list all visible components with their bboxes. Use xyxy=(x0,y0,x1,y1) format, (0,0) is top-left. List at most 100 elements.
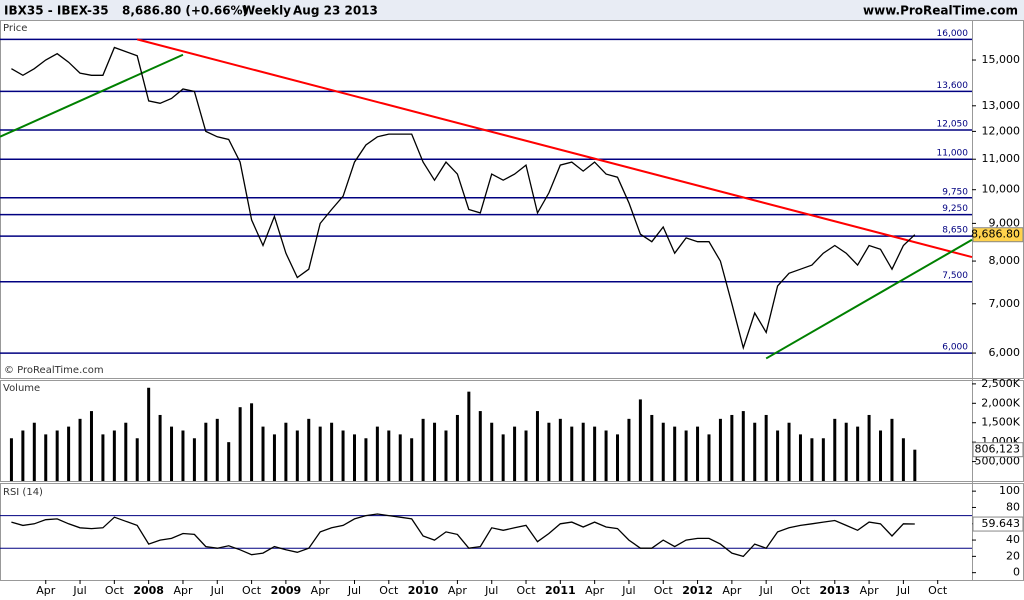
volume-bar xyxy=(44,434,48,481)
volume-bar xyxy=(490,422,494,481)
volume-bar xyxy=(581,422,585,481)
level-label: 7,500 xyxy=(942,271,968,281)
x-tick-label: Apr xyxy=(311,584,331,597)
volume-bar xyxy=(192,438,196,481)
volume-bar xyxy=(341,430,345,481)
volume-bar xyxy=(124,422,128,481)
level-label: 9,750 xyxy=(942,187,968,197)
volume-bar xyxy=(764,414,768,481)
volume-bar xyxy=(284,422,288,481)
x-tick-label: Apr xyxy=(448,584,468,597)
x-tick-label: Jul xyxy=(896,584,910,597)
y-tick-label: 7,000 xyxy=(989,297,1021,310)
volume-bar xyxy=(135,438,139,481)
y-tick-label: 80 xyxy=(1006,500,1020,513)
y-tick-label: 1,500K xyxy=(981,416,1020,429)
symbol: IBX35 - IBEX-35 xyxy=(4,4,109,18)
volume-bar xyxy=(821,438,825,481)
y-tick-label: 2,500K xyxy=(981,377,1020,390)
level-label: 8,650 xyxy=(942,226,968,236)
volume-bar xyxy=(867,414,871,481)
volume-bar xyxy=(375,426,379,481)
x-tick-label: Jul xyxy=(347,584,361,597)
y-tick-label: 500,000 xyxy=(975,455,1021,468)
volume-bar xyxy=(718,418,722,481)
volume-bar xyxy=(32,422,36,481)
volume-bar xyxy=(364,438,368,481)
volume-bar xyxy=(250,403,254,481)
series-line xyxy=(11,513,915,558)
volume-bar xyxy=(787,422,791,481)
volume-bar xyxy=(901,438,905,481)
volume-bar xyxy=(913,449,917,481)
volume-bar xyxy=(513,426,517,481)
volume-bar xyxy=(650,414,654,481)
volume-bar xyxy=(776,430,780,481)
volume-bar xyxy=(558,418,562,481)
x-tick-label: Apr xyxy=(36,584,56,597)
x-tick-label: Oct xyxy=(791,584,811,597)
volume-bar xyxy=(101,434,105,481)
volume-bar xyxy=(844,422,848,481)
price-panel xyxy=(0,20,1024,379)
volume-bar xyxy=(810,438,814,481)
y-tick-label: 20 xyxy=(1006,549,1020,562)
level-label: 12,050 xyxy=(937,120,969,130)
volume-bar xyxy=(467,391,471,481)
x-tick-label: Apr xyxy=(860,584,880,597)
y-tick-label: 6,000 xyxy=(989,346,1021,359)
volume-bar xyxy=(272,434,276,481)
y-tick-label: 13,000 xyxy=(982,99,1021,112)
volume-bar xyxy=(890,418,894,481)
last-value-label: 59.643 xyxy=(982,517,1021,530)
x-tick-label: Oct xyxy=(517,584,537,597)
volume-bar xyxy=(661,422,665,481)
x-tick-label: 2008 xyxy=(133,584,164,597)
volume-bar xyxy=(89,411,93,481)
x-tick-label: 2009 xyxy=(271,584,302,597)
x-tick-label: Jul xyxy=(72,584,86,597)
volume-bar xyxy=(730,414,734,481)
volume-bar xyxy=(696,426,700,481)
volume-bar xyxy=(67,426,71,481)
x-tick-label: Apr xyxy=(585,584,605,597)
trend-line xyxy=(765,238,973,360)
volume-bar xyxy=(753,422,757,481)
level-label: 6,000 xyxy=(942,343,968,353)
level-label: 11,000 xyxy=(937,149,969,159)
volume-bar xyxy=(318,426,322,481)
volume-bar xyxy=(547,422,551,481)
volume-bar xyxy=(387,430,391,481)
volume-bar xyxy=(433,422,437,481)
level-label: 13,600 xyxy=(937,81,969,91)
x-tick-label: Jul xyxy=(621,584,635,597)
x-tick-label: Jul xyxy=(210,584,224,597)
volume-bar xyxy=(307,418,311,481)
header-bar xyxy=(0,0,1024,20)
y-tick-label: 0 xyxy=(1013,566,1020,579)
x-tick-label: 2012 xyxy=(682,584,713,597)
panel-title: Price xyxy=(3,23,27,34)
volume-bar xyxy=(55,430,59,481)
volume-bar xyxy=(501,434,505,481)
volume-bar xyxy=(638,399,642,481)
series-line xyxy=(11,46,916,351)
panel-title: Volume xyxy=(3,383,40,394)
y-tick-label: 10,000 xyxy=(982,183,1021,196)
date: Aug 23 2013 xyxy=(293,4,378,18)
volume-bar xyxy=(673,426,677,481)
trend-line xyxy=(0,53,184,138)
volume-bar xyxy=(455,414,459,481)
x-tick-label: Oct xyxy=(654,584,674,597)
volume-bar xyxy=(798,434,802,481)
volume-bar xyxy=(524,430,528,481)
x-tick-label: 2011 xyxy=(545,584,576,597)
period: Weekly xyxy=(242,4,291,18)
y-tick-label: 8,000 xyxy=(989,254,1021,267)
rsi-panel xyxy=(0,483,1024,581)
last-value-box xyxy=(972,442,1024,458)
volume-bar xyxy=(170,426,174,481)
volume-bar xyxy=(112,430,116,481)
volume-bar xyxy=(593,426,597,481)
